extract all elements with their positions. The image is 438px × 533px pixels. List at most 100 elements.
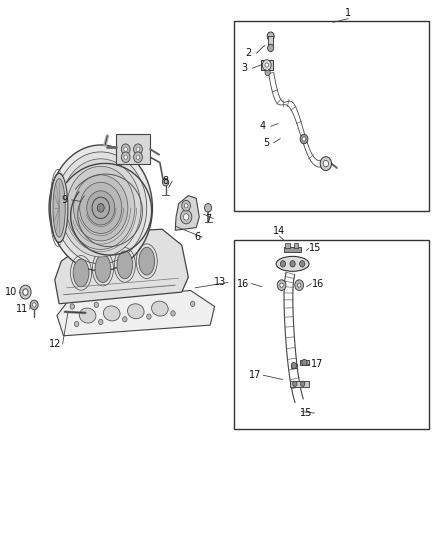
Text: 16: 16 bbox=[237, 279, 250, 288]
Ellipse shape bbox=[139, 247, 155, 275]
Circle shape bbox=[262, 60, 271, 70]
Circle shape bbox=[23, 289, 28, 295]
Text: 5: 5 bbox=[263, 138, 269, 148]
Ellipse shape bbox=[152, 301, 168, 316]
Text: 9: 9 bbox=[62, 195, 68, 205]
Bar bbox=[290, 381, 309, 387]
Bar bbox=[300, 360, 309, 365]
Circle shape bbox=[191, 301, 195, 306]
Text: 16: 16 bbox=[312, 279, 324, 288]
Circle shape bbox=[74, 321, 79, 327]
Circle shape bbox=[136, 155, 140, 159]
Text: 8: 8 bbox=[162, 176, 169, 186]
Bar bbox=[284, 247, 301, 252]
Bar bbox=[268, 36, 273, 46]
Circle shape bbox=[20, 285, 31, 299]
Circle shape bbox=[297, 283, 301, 287]
Bar bbox=[234, 21, 429, 211]
Text: 2: 2 bbox=[245, 49, 251, 58]
Ellipse shape bbox=[103, 306, 120, 321]
Circle shape bbox=[171, 311, 175, 316]
Circle shape bbox=[30, 300, 38, 310]
Bar bbox=[116, 134, 150, 164]
Ellipse shape bbox=[79, 308, 96, 323]
Circle shape bbox=[74, 175, 128, 241]
Polygon shape bbox=[175, 196, 199, 230]
Text: 17: 17 bbox=[311, 359, 323, 369]
Text: 4: 4 bbox=[260, 122, 266, 131]
Circle shape bbox=[97, 204, 104, 212]
Text: 6: 6 bbox=[194, 232, 200, 242]
Bar bbox=[294, 243, 298, 248]
Circle shape bbox=[134, 152, 142, 163]
Text: 12: 12 bbox=[49, 339, 61, 349]
Ellipse shape bbox=[127, 304, 144, 319]
Bar bbox=[261, 60, 273, 70]
Text: 13: 13 bbox=[214, 278, 226, 287]
Circle shape bbox=[67, 166, 135, 249]
Text: 3: 3 bbox=[241, 63, 247, 73]
Circle shape bbox=[300, 381, 305, 386]
Circle shape bbox=[123, 317, 127, 322]
Circle shape bbox=[121, 152, 130, 163]
Circle shape bbox=[60, 159, 141, 257]
Bar bbox=[291, 364, 297, 368]
Circle shape bbox=[32, 303, 36, 307]
Bar bbox=[234, 240, 429, 429]
Text: 15: 15 bbox=[300, 408, 313, 418]
Text: 1: 1 bbox=[345, 9, 351, 18]
Circle shape bbox=[92, 197, 110, 219]
Circle shape bbox=[124, 147, 127, 151]
Circle shape bbox=[55, 152, 147, 264]
Ellipse shape bbox=[50, 173, 68, 243]
Circle shape bbox=[184, 204, 188, 208]
Ellipse shape bbox=[53, 179, 65, 237]
Text: 14: 14 bbox=[273, 226, 286, 236]
Polygon shape bbox=[57, 290, 215, 336]
Circle shape bbox=[70, 304, 74, 309]
Circle shape bbox=[302, 137, 306, 141]
Ellipse shape bbox=[117, 251, 133, 279]
Circle shape bbox=[184, 214, 189, 220]
Circle shape bbox=[280, 261, 286, 267]
Circle shape bbox=[300, 261, 305, 267]
Text: 11: 11 bbox=[16, 304, 28, 314]
Circle shape bbox=[136, 147, 140, 151]
Text: 17: 17 bbox=[249, 370, 261, 380]
Circle shape bbox=[290, 261, 295, 267]
Circle shape bbox=[124, 155, 127, 159]
Circle shape bbox=[295, 280, 304, 290]
Circle shape bbox=[267, 32, 274, 41]
Bar bbox=[285, 243, 290, 248]
Circle shape bbox=[121, 144, 130, 155]
Circle shape bbox=[265, 63, 268, 67]
Circle shape bbox=[291, 362, 297, 369]
Circle shape bbox=[293, 381, 297, 386]
Text: 7: 7 bbox=[205, 214, 211, 223]
Circle shape bbox=[302, 359, 307, 366]
Circle shape bbox=[320, 157, 332, 171]
Ellipse shape bbox=[276, 256, 309, 271]
Circle shape bbox=[180, 210, 192, 224]
Circle shape bbox=[268, 44, 274, 52]
Circle shape bbox=[49, 145, 152, 271]
Circle shape bbox=[280, 283, 283, 287]
Circle shape bbox=[300, 134, 308, 144]
Circle shape bbox=[80, 182, 122, 233]
Ellipse shape bbox=[95, 255, 111, 282]
Polygon shape bbox=[55, 229, 188, 304]
Circle shape bbox=[182, 200, 191, 211]
Circle shape bbox=[87, 191, 115, 225]
Text: 10: 10 bbox=[5, 287, 17, 297]
Circle shape bbox=[265, 69, 270, 76]
Circle shape bbox=[99, 319, 103, 325]
Circle shape bbox=[323, 160, 328, 167]
Circle shape bbox=[277, 280, 286, 290]
Circle shape bbox=[162, 179, 169, 186]
Circle shape bbox=[205, 204, 212, 212]
Ellipse shape bbox=[73, 259, 89, 287]
Circle shape bbox=[134, 144, 142, 155]
Circle shape bbox=[94, 302, 99, 308]
Circle shape bbox=[147, 314, 151, 319]
Text: 15: 15 bbox=[309, 244, 321, 253]
